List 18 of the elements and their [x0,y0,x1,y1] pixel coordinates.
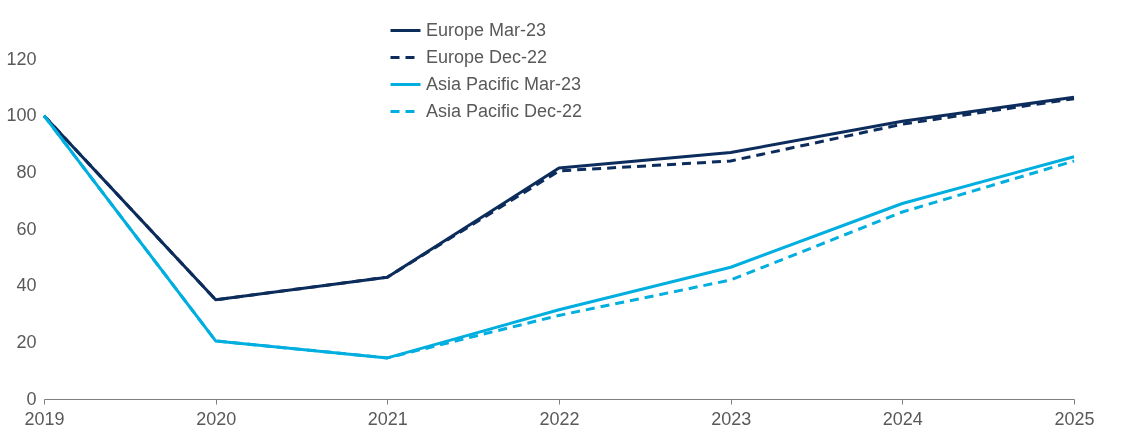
x-tick-label: 2024 [882,408,923,429]
y-tick-label: 120 [6,48,37,69]
y-tick-label: 40 [16,275,37,296]
x-tick-label: 2023 [711,408,752,429]
x-tick-label: 2019 [24,408,65,429]
y-tick-label: 100 [6,105,37,126]
x-tick-label: 2025 [1054,408,1095,429]
y-tick-label: 0 [26,388,37,409]
legend-label: Europe Dec-22 [426,46,548,67]
legend-label: Asia Pacific Dec-22 [426,100,583,121]
y-tick-label: 60 [16,218,37,239]
legend-label: Asia Pacific Mar-23 [426,73,582,94]
x-tick-label: 2020 [196,408,237,429]
y-tick-label: 80 [16,161,37,182]
x-tick-label: 2022 [539,408,580,429]
y-tick-label: 20 [16,331,37,352]
legend-label: Europe Mar-23 [426,19,547,40]
x-tick-label: 2021 [367,408,408,429]
